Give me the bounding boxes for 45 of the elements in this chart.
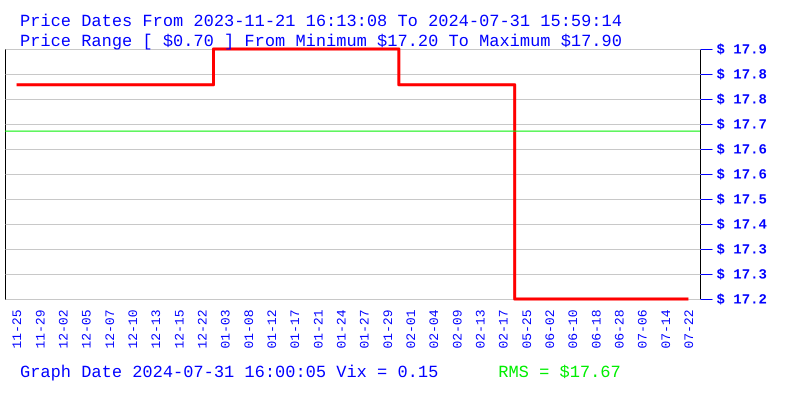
x-tick-label: 01-21 (311, 309, 326, 349)
x-tick-label: 01-12 (264, 310, 280, 349)
y-tick-label: $ 17.3 (716, 242, 767, 258)
y-tick-label: $ 17.7 (716, 118, 767, 134)
x-tick-label: 07-22 (682, 310, 697, 349)
x-tick-label: 06-18 (589, 310, 604, 349)
x-tick-label: 11-25 (10, 310, 26, 349)
x-tick-label: 07-14 (658, 309, 674, 349)
x-tick-label: 02-04 (427, 309, 442, 349)
x-tick-label: 01-03 (218, 310, 234, 349)
x-tick-label: 06-10 (566, 310, 582, 349)
x-tick-label: 07-06 (636, 310, 651, 349)
y-tick-label: $ 17.4 (716, 218, 767, 234)
x-tick-label: 01-08 (242, 310, 257, 349)
chart-subtitle: Price Range [ $0.70 ] From Minimum $17.20 To Maximum $17.90 (20, 33, 622, 52)
y-tick-label: $ 17.5 (716, 192, 767, 208)
x-tick-label: 01-27 (358, 310, 373, 349)
x-tick-label: 12-22 (195, 310, 210, 349)
chart-title: Price Dates From 2023-11-21 16:13:08 To 2024-07-31 15:59:14 (20, 13, 622, 32)
x-tick-label: 12-10 (126, 310, 141, 349)
y-tick-label: $ 17.6 (716, 168, 767, 184)
x-tick-label: 06-02 (542, 310, 558, 349)
x-tick-label: 12-02 (56, 310, 72, 349)
x-tick-label: 02-13 (473, 310, 488, 349)
x-tick-label: 01-17 (288, 310, 304, 349)
x-tick-label: 06-28 (612, 310, 628, 349)
x-tick-label: 12-13 (149, 310, 164, 349)
y-tick-label: $ 17.2 (716, 292, 767, 308)
x-tick-label: 12-07 (102, 310, 118, 349)
y-tick-label: $ 17.6 (716, 142, 767, 158)
x-tick-label: 11-29 (33, 310, 48, 349)
text: Graph Date 2024-07-31 16:00:05 Vix = 0.15 (20, 364, 438, 383)
x-tick-label: 01-24 (334, 309, 350, 349)
x-tick-label: 12-05 (80, 310, 95, 349)
x-tick-label: 12-15 (172, 310, 188, 349)
x-tick-label: 01-29 (380, 310, 396, 349)
y-tick-label: $ 17.8 (716, 68, 767, 84)
y-tick-label: $ 17.9 (716, 42, 767, 58)
x-tick-label: 02-01 (404, 309, 419, 349)
ref-line-label: RMS = $17.67 (498, 364, 621, 383)
x-tick-label: 05-25 (520, 310, 535, 349)
x-tick-label: 02-09 (450, 310, 466, 349)
x-tick-label: 02-17 (496, 310, 512, 349)
y-tick-label: $ 17.8 (716, 92, 767, 108)
y-tick-label: $ 17.3 (716, 268, 767, 284)
